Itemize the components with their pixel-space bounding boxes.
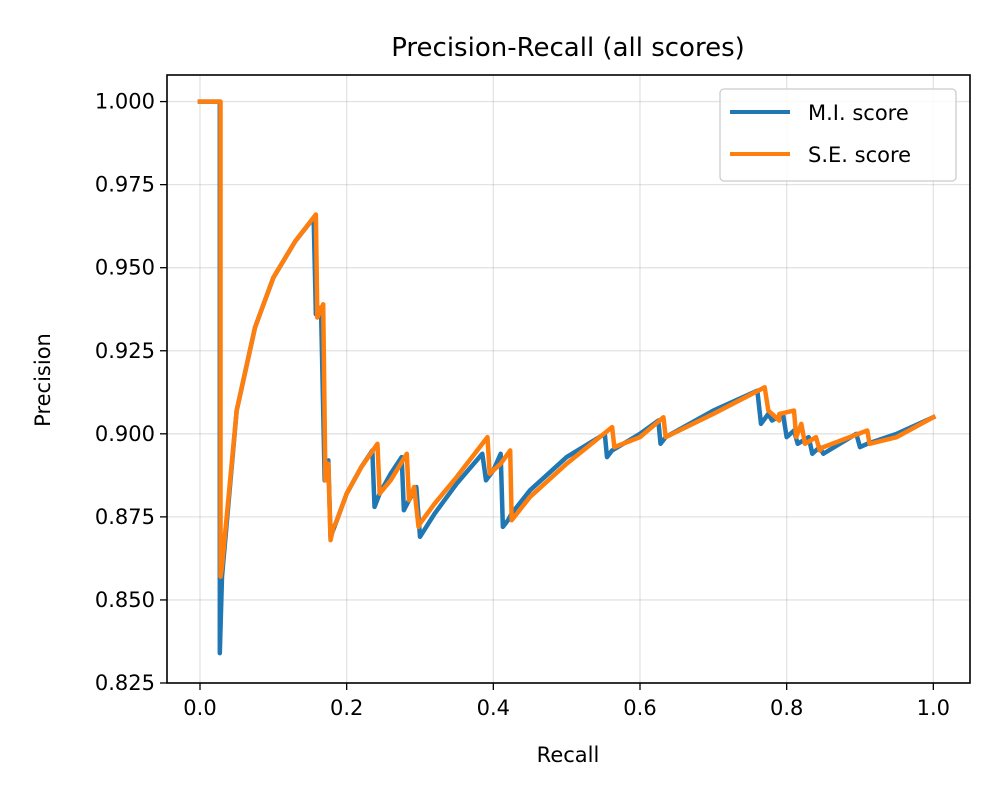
y-axis-label: Precision <box>31 333 55 427</box>
chart-title: Precision-Recall (all scores) <box>391 33 745 63</box>
y-tick-label: 1.000 <box>95 90 155 114</box>
y-tick-label: 0.925 <box>95 339 155 363</box>
plot-frame <box>166 74 971 684</box>
y-tick-label: 0.975 <box>95 173 155 197</box>
y-axis: 0.825 0.850 0.875 0.900 0.925 0.950 0.975 1.000 <box>95 90 167 695</box>
legend-label-se-score: S.E. score <box>808 143 911 167</box>
x-tick-label: 0.4 <box>477 696 510 720</box>
grid <box>167 75 970 684</box>
x-axis-label: Recall <box>537 743 600 767</box>
legend: M.I. score S.E. score <box>719 88 957 182</box>
legend-label-mi-score: M.I. score <box>808 101 909 125</box>
y-tick-label: 0.825 <box>95 671 155 695</box>
x-tick-label: 0.2 <box>330 696 363 720</box>
x-axis: 0.0 0.2 0.4 0.6 0.8 1.0 <box>183 683 950 720</box>
x-tick-label: 1.0 <box>917 696 950 720</box>
x-tick-label: 0.0 <box>183 696 216 720</box>
y-tick-label: 0.900 <box>95 422 155 446</box>
y-tick-label: 0.950 <box>95 256 155 280</box>
x-tick-label: 0.8 <box>770 696 803 720</box>
x-tick-label: 0.6 <box>623 696 656 720</box>
y-tick-label: 0.875 <box>95 505 155 529</box>
y-tick-label: 0.850 <box>95 588 155 612</box>
series-layer <box>197 99 937 656</box>
series-line-se-score <box>197 99 937 579</box>
